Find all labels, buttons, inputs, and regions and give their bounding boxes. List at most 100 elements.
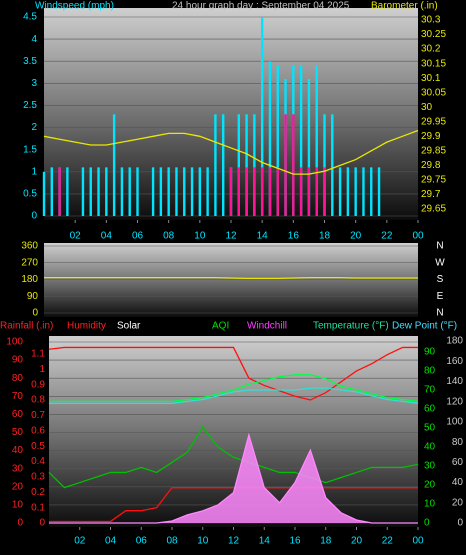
y-tick-label: 0.3 bbox=[31, 472, 45, 483]
y-tick-label: 70 bbox=[12, 391, 24, 402]
y-tick-label: 100 bbox=[6, 337, 23, 348]
x-tick-label: 12 bbox=[228, 536, 240, 547]
y-tick-label: 0 bbox=[39, 518, 45, 529]
wind-bar bbox=[315, 65, 318, 217]
y-tick-label: 140 bbox=[446, 376, 463, 387]
wind-bar bbox=[338, 167, 342, 216]
y-tick-label: 1 bbox=[39, 364, 45, 375]
x-tick-label: 06 bbox=[136, 536, 148, 547]
x-tick-label: 10 bbox=[194, 231, 206, 242]
y2-axis-title: Barometer (.in) bbox=[371, 1, 438, 12]
y-tick-label: 4.5 bbox=[23, 12, 37, 23]
wind-bar bbox=[89, 167, 92, 216]
wind-bar bbox=[198, 167, 202, 216]
y-tick-label: 360 bbox=[21, 241, 38, 252]
series-line bbox=[44, 276, 418, 280]
y-tick-label: 29.7 bbox=[421, 189, 441, 200]
x-tick-label: 10 bbox=[197, 536, 209, 547]
wind-bar bbox=[175, 167, 178, 216]
x-tick-label: 14 bbox=[259, 536, 271, 547]
wind-bar bbox=[268, 167, 272, 216]
x-tick-label: 04 bbox=[105, 536, 117, 547]
y-tick-label: 1 bbox=[31, 166, 37, 177]
wind-bar bbox=[323, 167, 326, 216]
x-tick-label: 04 bbox=[101, 231, 113, 242]
x-tick-label: 06 bbox=[132, 231, 144, 242]
y-tick-label: 0 bbox=[457, 518, 463, 529]
compass-label: N bbox=[436, 308, 443, 319]
y-tick-label: 90 bbox=[12, 355, 24, 366]
y-tick-label: 90 bbox=[424, 347, 436, 358]
y-tick-label: 60 bbox=[424, 404, 436, 415]
wind-bar bbox=[183, 167, 186, 216]
wind-bar bbox=[276, 167, 279, 216]
series-line bbox=[48, 425, 419, 489]
y-tick-label: 0.4 bbox=[31, 456, 45, 467]
x-tick-label: 12 bbox=[225, 231, 237, 242]
y-tick-label: 100 bbox=[446, 417, 463, 428]
wind-bar bbox=[346, 167, 350, 216]
y-tick-label: 29.95 bbox=[421, 116, 446, 127]
y-tick-label: 30.05 bbox=[421, 87, 446, 98]
y-tick-label: 50 bbox=[12, 427, 24, 438]
wind-bar bbox=[105, 167, 108, 216]
y-tick-label: 60 bbox=[12, 409, 24, 420]
wind-bar bbox=[50, 167, 53, 216]
compass-label: E bbox=[437, 291, 444, 302]
y-tick-label: 0.9 bbox=[31, 379, 45, 390]
y-tick-label: 180 bbox=[446, 336, 463, 347]
wind-bar bbox=[112, 114, 116, 216]
y-tick-label: 2 bbox=[31, 122, 37, 133]
wind-bar bbox=[276, 65, 279, 217]
y-tick-label: 20 bbox=[452, 497, 464, 508]
wind-bar bbox=[190, 167, 194, 216]
y-tick-label: 80 bbox=[452, 437, 464, 448]
y-tick-label: 60 bbox=[452, 457, 464, 468]
wind-bar bbox=[222, 114, 225, 216]
y-tick-label: 1.1 bbox=[31, 349, 45, 360]
wind-bar bbox=[58, 167, 61, 216]
y-tick-label: 40 bbox=[452, 477, 464, 488]
y-tick-label: 80 bbox=[12, 373, 24, 384]
x-tick-label: 00 bbox=[412, 231, 424, 242]
wind-bar bbox=[377, 167, 381, 216]
series-label: AQI bbox=[212, 321, 229, 332]
x-tick-label: 16 bbox=[288, 231, 300, 242]
y-tick-label: 2.5 bbox=[23, 100, 37, 111]
wind-bar bbox=[362, 167, 365, 216]
wind-bar bbox=[229, 167, 233, 216]
y-tick-label: 30.25 bbox=[421, 29, 446, 40]
y-tick-label: 29.75 bbox=[421, 175, 446, 186]
y-tick-label: 30 bbox=[12, 463, 24, 474]
y-tick-label: 50 bbox=[424, 423, 436, 434]
y-tick-label: 20 bbox=[12, 481, 24, 492]
y-tick-label: 29.9 bbox=[421, 131, 441, 142]
x-tick-label: 16 bbox=[289, 536, 301, 547]
y-tick-label: 10 bbox=[424, 499, 436, 510]
y-tick-label: 10 bbox=[12, 500, 24, 511]
wind-bar bbox=[370, 167, 373, 216]
series-label: Humidity bbox=[67, 321, 106, 332]
y-tick-label: 0.6 bbox=[31, 425, 45, 436]
series-line bbox=[43, 129, 419, 175]
wind-bar bbox=[354, 167, 357, 216]
y-tick-label: 30 bbox=[424, 461, 436, 472]
y-tick-label: 0 bbox=[32, 308, 38, 319]
wind-bar bbox=[167, 167, 170, 216]
wind-bar bbox=[97, 167, 100, 216]
wind-bar bbox=[284, 114, 287, 216]
y-tick-label: 4 bbox=[31, 34, 37, 45]
wind-bar bbox=[260, 167, 264, 216]
y-tick-label: 90 bbox=[27, 291, 39, 302]
series-label: Windchill bbox=[247, 321, 287, 332]
wind-bar bbox=[136, 167, 139, 216]
wind-bar bbox=[245, 114, 248, 216]
wind-bar bbox=[253, 114, 256, 216]
x-tick-label: 20 bbox=[350, 231, 362, 242]
y-tick-label: 30.3 bbox=[421, 15, 441, 26]
series-line bbox=[48, 346, 418, 401]
y-tick-label: 0.8 bbox=[31, 395, 45, 406]
wind-bar bbox=[66, 167, 69, 216]
y-tick-label: 20 bbox=[424, 480, 436, 491]
